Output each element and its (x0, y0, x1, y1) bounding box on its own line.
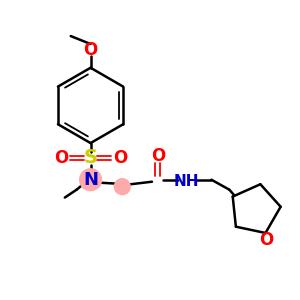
Text: S: S (84, 148, 98, 167)
Circle shape (80, 169, 101, 190)
Text: O: O (83, 41, 98, 59)
Text: N: N (83, 171, 98, 189)
Circle shape (114, 179, 130, 195)
Text: O: O (113, 149, 127, 167)
Text: O: O (260, 231, 274, 249)
Text: NH: NH (174, 174, 200, 189)
Text: O: O (54, 149, 68, 167)
Text: O: O (151, 147, 165, 165)
